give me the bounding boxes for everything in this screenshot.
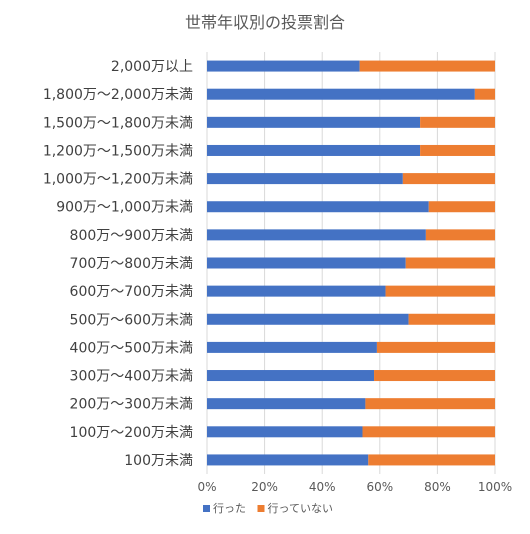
legend-label: 行った (213, 502, 246, 515)
bar-segment-went (207, 201, 429, 213)
category-label: 700万～800万未満 (70, 256, 193, 272)
bar-segment-not-went (425, 229, 495, 241)
bar-segment-went (207, 398, 366, 410)
category-label: 500万～600万未満 (70, 312, 193, 328)
bar-segment-not-went (428, 201, 495, 213)
category-label: 100万～200万未満 (70, 425, 193, 441)
bar-segment-not-went (362, 426, 495, 438)
x-tick-label: 40% (309, 480, 336, 494)
bar-segment-went (207, 60, 360, 72)
bar-segment-went (207, 341, 377, 353)
x-tick-label: 80% (424, 480, 451, 494)
category-label: 400万～500万未満 (70, 340, 193, 356)
bar-segment-went (207, 454, 369, 466)
legend: 行った 行っていない (203, 502, 333, 515)
bar-segment-not-went (359, 60, 495, 72)
category-label: 2,000万以上 (111, 59, 193, 75)
bar-segment-not-went (376, 341, 495, 353)
legend-swatch-went (203, 505, 210, 512)
bar-segment-went (207, 285, 386, 297)
x-tick-label: 0% (197, 480, 216, 494)
category-label: 900万～1,000万未満 (56, 200, 193, 216)
category-label: 1,200万～1,500万未満 (43, 143, 193, 159)
category-label: 200万～300万未満 (70, 397, 193, 413)
bar-segment-went (207, 88, 475, 100)
category-label: 600万～700万未満 (70, 284, 193, 300)
bar-segment-not-went (385, 285, 495, 297)
category-axis-labels: 2,000万以上 1,800万～2,000万未満 1,500万～1,800万未満 1,… (43, 59, 193, 469)
bar-segment-went (207, 257, 406, 269)
bar-segment-not-went (408, 313, 495, 325)
category-label: 300万～400万未満 (70, 369, 193, 385)
bar-segment-not-went (420, 144, 495, 156)
legend-label: 行っていない (268, 502, 333, 515)
category-label: 1,800万～2,000万未満 (43, 87, 193, 103)
bar-segment-not-went (420, 116, 495, 128)
bar-segment-went (207, 144, 421, 156)
bars-layer (207, 60, 495, 466)
bar-segment-not-went (374, 370, 495, 382)
bar-segment-went (207, 116, 421, 128)
category-label: 100万未満 (124, 453, 193, 469)
legend-swatch-not-went (257, 505, 265, 512)
bar-segment-went (207, 173, 403, 185)
bar-segment-went (207, 426, 363, 438)
bar-segment-not-went (405, 257, 495, 269)
bar-segment-not-went (365, 398, 495, 410)
category-label: 1,000万～1,200万未満 (43, 172, 193, 188)
bar-segment-not-went (474, 88, 495, 100)
x-tick-label: 100% (478, 480, 512, 494)
x-tick-label: 20% (251, 480, 278, 494)
bar-segment-not-went (368, 454, 495, 466)
category-label: 800万～900万未満 (70, 228, 193, 244)
bar-segment-went (207, 370, 375, 382)
x-tick-label: 60% (366, 480, 393, 494)
x-axis-labels: 0% 20% 40% 60% 80% 100% (197, 480, 512, 494)
bar-segment-not-went (402, 173, 495, 185)
bar-segment-went (207, 313, 409, 325)
category-label: 1,500万～1,800万未満 (43, 115, 193, 131)
bar-segment-went (207, 229, 426, 241)
chart-title: 世帯年収別の投票割合 (185, 13, 345, 32)
